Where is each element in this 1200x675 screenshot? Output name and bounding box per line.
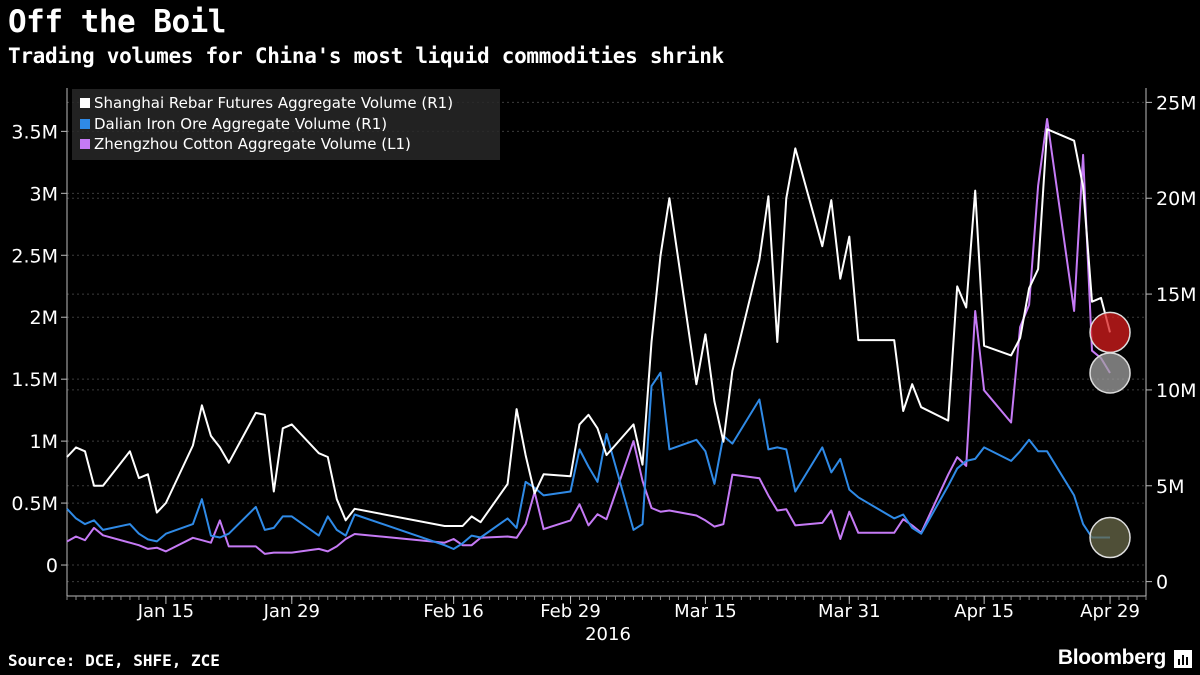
legend-swatch-iron-ore	[80, 118, 90, 129]
x-tick-label: Feb 16	[423, 601, 484, 622]
left-tick-label: 1M	[30, 431, 58, 453]
left-tick-label: 2M	[30, 307, 58, 329]
legend-swatch-rebar	[80, 97, 90, 108]
legend-label-cotton: Zhengzhou Cotton Aggregate Volume (L1)	[94, 135, 411, 153]
x-tick-label: Apr 15	[954, 601, 1014, 622]
right-tick-label: 0	[1156, 572, 1168, 594]
legend-item-cotton: Zhengzhou Cotton Aggregate Volume (L1)	[80, 135, 411, 154]
chart-subtitle: Trading volumes for China's most liquid …	[8, 44, 724, 68]
end-marker-0	[1089, 311, 1131, 354]
brand-logo: Bloomberg	[1057, 646, 1166, 669]
x-year-label: 2016	[585, 624, 631, 645]
left-tick-label: 0.5M	[11, 493, 58, 515]
x-tick-label: Mar 15	[674, 601, 737, 622]
right-tick-label: 25M	[1156, 92, 1197, 114]
legend-item-rebar: Shanghai Rebar Futures Aggregate Volume …	[80, 94, 453, 113]
left-tick-label: 0	[46, 555, 58, 577]
source-note: Source: DCE, SHFE, ZCE	[8, 651, 220, 670]
x-tick-label: Apr 29	[1080, 601, 1140, 622]
chart-legend: Shanghai Rebar Futures Aggregate Volume …	[72, 89, 500, 160]
x-tick-label: Mar 31	[818, 601, 881, 622]
right-tick-label: 20M	[1156, 188, 1197, 210]
legend-label-rebar: Shanghai Rebar Futures Aggregate Volume …	[94, 94, 454, 112]
left-tick-label: 3M	[30, 183, 58, 205]
left-tick-label: 1.5M	[11, 369, 58, 391]
end-marker-1	[1089, 352, 1131, 394]
x-tick-label: Jan 15	[137, 601, 194, 622]
left-tick-label: 3.5M	[11, 121, 58, 143]
left-tick-label: 2.5M	[11, 245, 58, 267]
series-line-0	[66, 128, 1111, 527]
legend-label-iron-ore: Dalian Iron Ore Aggregate Volume (R1)	[94, 115, 388, 133]
x-tick-label: Jan 29	[263, 601, 320, 622]
x-tick-label: Feb 29	[540, 601, 601, 622]
legend-swatch-cotton	[80, 138, 90, 149]
series-line-2	[66, 118, 1111, 555]
end-marker-2	[1089, 516, 1131, 559]
bloomberg-logo-icon	[1174, 650, 1192, 668]
series-line-1	[66, 371, 1110, 550]
chart-title: Off the Boil	[8, 4, 226, 40]
legend-item-iron-ore: Dalian Iron Ore Aggregate Volume (R1)	[80, 115, 387, 134]
right-tick-label: 5M	[1156, 476, 1184, 498]
right-tick-label: 10M	[1156, 380, 1197, 402]
right-tick-label: 15M	[1156, 284, 1197, 306]
